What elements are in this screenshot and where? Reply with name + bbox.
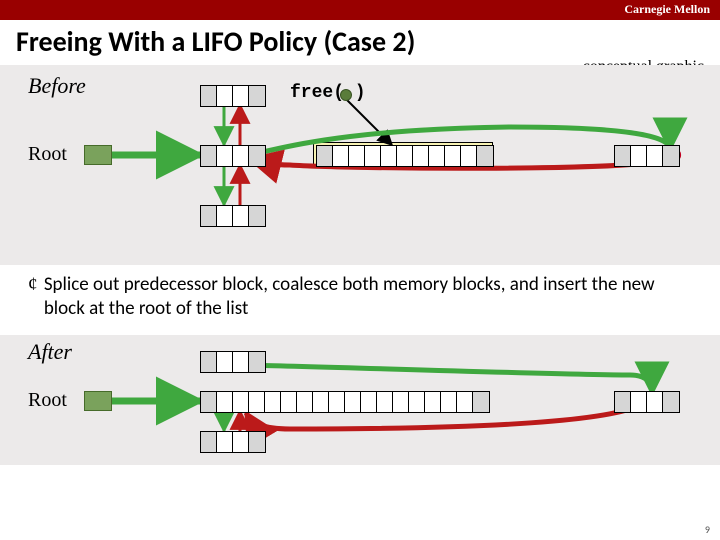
block-left (200, 391, 490, 413)
memory-cell (201, 432, 217, 452)
header-bar: Carnegie Mellon (0, 0, 720, 20)
page-number: 9 (705, 523, 710, 536)
memory-cell (441, 392, 457, 412)
memory-cell (217, 86, 233, 106)
memory-cell (317, 146, 333, 166)
memory-cell (477, 146, 493, 166)
memory-cell (429, 146, 445, 166)
memory-cell (233, 206, 249, 226)
root-label-before: Root (28, 143, 67, 166)
memory-cell (249, 206, 265, 226)
root-label-after: Root (28, 389, 67, 412)
memory-cell (615, 392, 631, 412)
memory-cell (233, 146, 249, 166)
memory-cell (249, 352, 265, 372)
memory-cell (329, 392, 345, 412)
memory-cell (249, 392, 265, 412)
pointer-arrow (240, 365, 652, 393)
memory-cell (249, 86, 265, 106)
memory-cell (393, 392, 409, 412)
memory-cell (217, 432, 233, 452)
pointer-arrow (346, 99, 392, 145)
memory-cell (201, 86, 217, 106)
memory-cell (631, 146, 647, 166)
memory-cell (201, 352, 217, 372)
memory-cell (217, 352, 233, 372)
before-panel: Before Root free( ) (0, 65, 720, 265)
memory-cell (201, 146, 217, 166)
memory-cell (217, 392, 233, 412)
memory-cell (249, 146, 265, 166)
memory-cell (397, 146, 413, 166)
block-mid (316, 145, 494, 167)
memory-cell (233, 432, 249, 452)
memory-cell (413, 146, 429, 166)
block-right (614, 391, 680, 413)
memory-cell (663, 392, 679, 412)
memory-cell (349, 146, 365, 166)
memory-cell (361, 392, 377, 412)
memory-cell (425, 392, 441, 412)
block-left (200, 145, 266, 167)
memory-cell (265, 392, 281, 412)
memory-cell (461, 146, 477, 166)
memory-cell (647, 392, 663, 412)
after-panel: After Root (0, 335, 720, 465)
header-org: Carnegie Mellon (624, 2, 710, 16)
memory-cell (345, 392, 361, 412)
block-right (614, 145, 680, 167)
memory-cell (647, 146, 663, 166)
memory-cell (217, 146, 233, 166)
memory-cell (631, 392, 647, 412)
block-succ (200, 431, 266, 453)
memory-cell (409, 392, 425, 412)
memory-cell (457, 392, 473, 412)
memory-cell (217, 206, 233, 226)
memory-cell (233, 352, 249, 372)
bullet-text: Splice out predecessor block, coalesce b… (44, 273, 692, 321)
bullet-row: ¢ Splice out predecessor block, coalesce… (0, 265, 720, 329)
memory-cell (333, 146, 349, 166)
memory-cell (281, 392, 297, 412)
memory-cell (313, 392, 329, 412)
memory-cell (473, 392, 489, 412)
memory-cell (201, 392, 217, 412)
memory-cell (233, 392, 249, 412)
memory-cell (365, 146, 381, 166)
memory-cell (233, 86, 249, 106)
memory-cell (663, 146, 679, 166)
memory-cell (249, 432, 265, 452)
memory-cell (615, 146, 631, 166)
memory-cell (381, 146, 397, 166)
after-label: After (28, 339, 72, 365)
free-call-label: free( ) (290, 83, 366, 103)
block-pred (200, 85, 266, 107)
block-succ (200, 205, 266, 227)
before-label: Before (28, 73, 86, 99)
bullet-mark: ¢ (28, 273, 44, 321)
root-box (84, 145, 112, 165)
block-pred (200, 351, 266, 373)
memory-cell (201, 206, 217, 226)
memory-cell (377, 392, 393, 412)
memory-cell (445, 146, 461, 166)
memory-cell (297, 392, 313, 412)
root-box (84, 391, 112, 411)
